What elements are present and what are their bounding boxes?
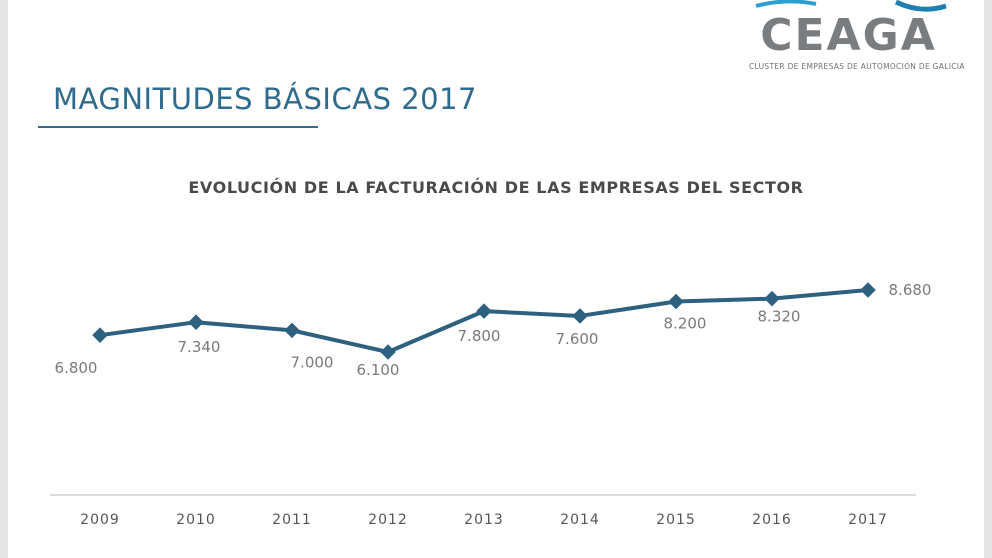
data-marker — [476, 303, 492, 319]
line-chart: 6.800 7.340 7.000 6.100 7.800 7.600 8.200 8.320… — [50, 281, 932, 528]
x-tick-labels: 2009 2010 2011 2012 2013 2014 2015 2016 2017 — [80, 512, 888, 528]
ceaga-logo: CEAGA CLUSTER DE EMPRESAS DE AUTOMOCIÓN … — [746, 0, 965, 80]
x-tick-label: 2015 — [656, 512, 696, 528]
data-label: 7.800 — [458, 327, 501, 345]
data-label: 8.320 — [758, 308, 801, 326]
data-marker — [668, 293, 684, 310]
x-tick-label: 2014 — [560, 512, 600, 528]
x-tick-label: 2017 — [848, 512, 888, 528]
data-label: 6.800 — [55, 359, 98, 377]
data-marker — [188, 314, 204, 330]
data-marker — [92, 327, 108, 343]
logo-name: CEAGA — [760, 10, 937, 61]
left-frame-border — [0, 0, 8, 558]
data-label: 7.000 — [291, 353, 334, 371]
data-label: 7.340 — [178, 338, 221, 356]
data-label: 6.100 — [357, 361, 400, 379]
x-tick-label: 2010 — [176, 512, 216, 528]
title-underline — [38, 126, 318, 128]
data-label: 8.200 — [664, 315, 707, 333]
data-marker — [860, 282, 876, 298]
chart-title: EVOLUCIÓN DE LA FACTURACIÓN DE LAS EMPRE… — [188, 178, 804, 197]
right-frame-border — [984, 0, 992, 558]
x-tick-label: 2013 — [464, 512, 504, 528]
data-marker — [284, 322, 300, 339]
data-marker — [380, 344, 396, 360]
data-label: 8.680 — [889, 281, 932, 299]
data-marker — [572, 308, 588, 324]
logo-swoosh-icon — [755, 0, 947, 12]
data-labels: 6.800 7.340 7.000 6.100 7.800 7.600 8.200 8.320… — [55, 281, 932, 379]
data-label: 7.600 — [556, 330, 599, 348]
x-tick-label: 2016 — [752, 512, 792, 528]
x-tick-label: 2012 — [368, 512, 408, 528]
data-marker — [764, 290, 780, 307]
page-title: MAGNITUDES BÁSICAS 2017 — [53, 82, 477, 116]
slide: CEAGA CLUSTER DE EMPRESAS DE AUTOMOCIÓN … — [8, 0, 984, 558]
logo-tagline: CLUSTER DE EMPRESAS DE AUTOMOCIÓN DE GAL… — [749, 62, 965, 71]
x-tick-label: 2011 — [272, 512, 312, 528]
x-tick-label: 2009 — [80, 512, 120, 528]
